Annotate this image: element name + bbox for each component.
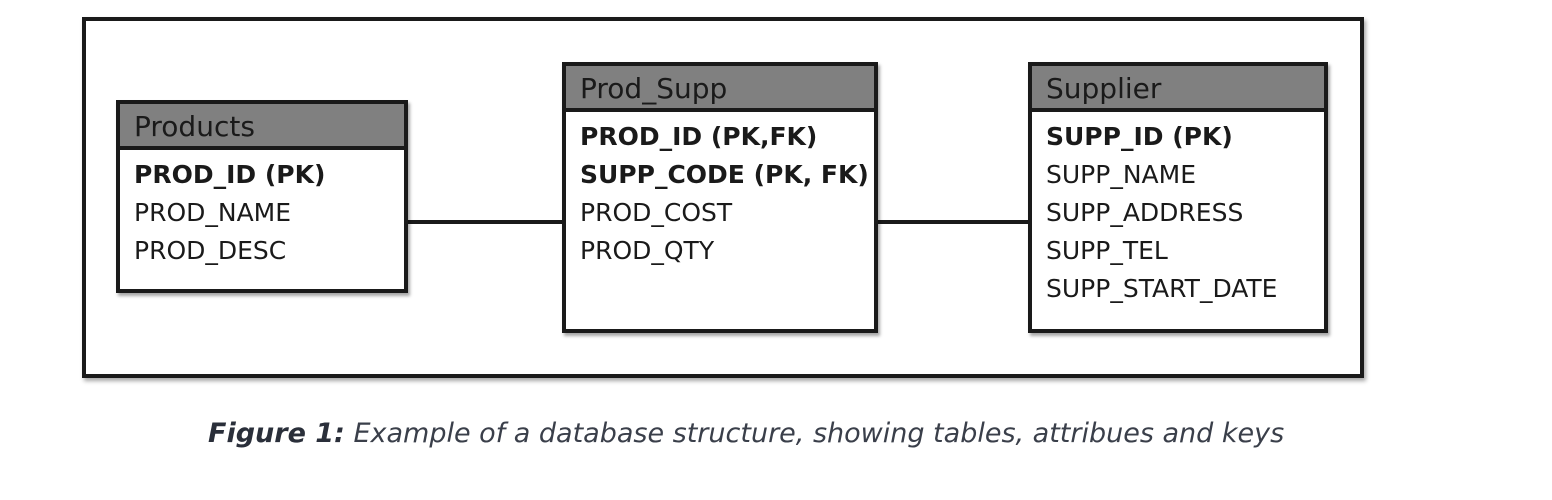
attribute: SUPP_TEL (1046, 236, 1168, 265)
attribute-list: PROD_ID (PK,FK) SUPP_CODE (PK, FK) PROD_… (566, 112, 874, 270)
entity-products: Products PROD_ID (PK) PROD_NAME PROD_DES… (116, 100, 408, 293)
figure-caption: Figure 1: Example of a database structur… (208, 418, 1284, 449)
attribute-list: PROD_ID (PK) PROD_NAME PROD_DESC (120, 150, 404, 270)
entity-title: Prod_Supp (566, 66, 874, 112)
entity-title: Products (120, 104, 404, 150)
figure-caption-label: Figure 1: (208, 418, 345, 449)
attribute-primary-key: SUPP_ID (PK) (1046, 122, 1233, 151)
attribute-primary-key: PROD_ID (PK) (134, 160, 326, 189)
attribute-list: SUPP_ID (PK) SUPP_NAME SUPP_ADDRESS SUPP… (1032, 112, 1324, 308)
attribute: SUPP_NAME (1046, 160, 1196, 189)
attribute: PROD_COST (580, 198, 733, 227)
attribute: PROD_QTY (580, 236, 715, 265)
entity-supplier: Supplier SUPP_ID (PK) SUPP_NAME SUPP_ADD… (1028, 62, 1328, 333)
attribute: SUPP_ADDRESS (1046, 198, 1244, 227)
attribute: PROD_NAME (134, 198, 292, 227)
figure-caption-text: Example of a database structure, showing… (344, 418, 1285, 449)
attribute-primary-key: PROD_ID (PK,FK) (580, 122, 818, 151)
entity-title: Supplier (1032, 66, 1324, 112)
attribute: PROD_DESC (134, 236, 287, 265)
attribute: SUPP_START_DATE (1046, 274, 1278, 303)
relationship-line-prod-supp-supplier (878, 220, 1028, 224)
relationship-line-products-prod-supp (408, 220, 562, 224)
entity-prod-supp: Prod_Supp PROD_ID (PK,FK) SUPP_CODE (PK,… (562, 62, 878, 333)
attribute-primary-key: SUPP_CODE (PK, FK) (580, 160, 869, 189)
